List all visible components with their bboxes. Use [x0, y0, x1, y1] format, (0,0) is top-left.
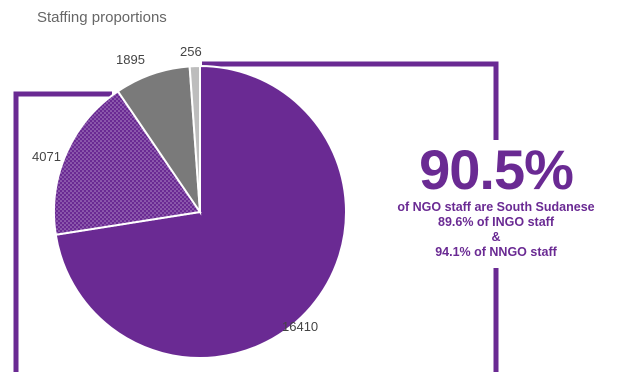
pie-slice-4071: [53, 89, 202, 236]
slice-label-4071: 4071: [32, 149, 61, 164]
chart-title: Staffing proportions: [37, 9, 167, 26]
slice-label-256: 256: [180, 44, 202, 59]
stat-percentage: 90.5%: [419, 138, 574, 201]
slice-label-16410: 16410: [282, 319, 318, 334]
slice-label-1895: 1895: [116, 52, 145, 67]
frame-left-bracket: [13, 91, 112, 372]
stat-line-ngo: of NGO staff are South Sudanese: [397, 200, 595, 214]
frame-right-bracket-top: [202, 61, 499, 146]
stat-line-ampersand: &: [491, 230, 501, 244]
staff-stat-callout: 90.5% of NGO staff are South Sudanese 89…: [380, 140, 612, 260]
stat-line-nngo: 94.1% of NNGO staff: [435, 245, 557, 259]
pie-slice-256: [188, 64, 201, 213]
stat-line-ingo: 89.6% of INGO staff: [438, 215, 554, 229]
pie-slices: [53, 64, 347, 359]
